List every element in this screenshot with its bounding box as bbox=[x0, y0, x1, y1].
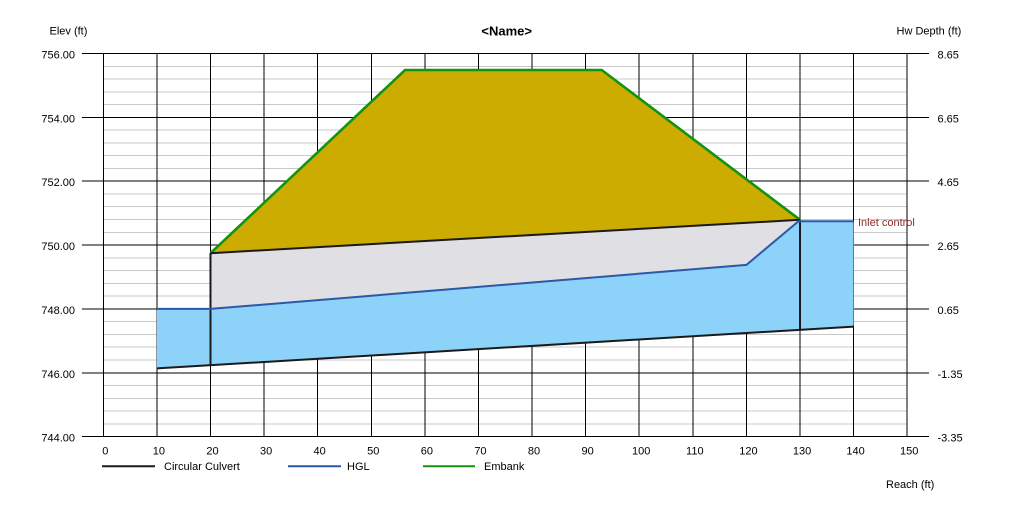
svg-text:746.00: 746.00 bbox=[41, 369, 75, 381]
svg-text:Circular Culvert: Circular Culvert bbox=[164, 461, 240, 473]
svg-text:Hw Depth (ft): Hw Depth (ft) bbox=[897, 26, 962, 38]
svg-text:130: 130 bbox=[793, 446, 811, 458]
svg-text:10: 10 bbox=[153, 446, 165, 458]
svg-text:Reach (ft): Reach (ft) bbox=[886, 479, 934, 491]
svg-text:HGL: HGL bbox=[347, 461, 370, 473]
svg-text:2.65: 2.65 bbox=[938, 241, 959, 253]
svg-text:-1.35: -1.35 bbox=[938, 369, 963, 381]
svg-text:754.00: 754.00 bbox=[41, 113, 75, 125]
svg-text:90: 90 bbox=[582, 446, 594, 458]
svg-text:-3.35: -3.35 bbox=[938, 433, 963, 445]
svg-text:8.65: 8.65 bbox=[938, 50, 959, 62]
svg-text:756.00: 756.00 bbox=[41, 50, 75, 62]
svg-text:<Name>: <Name> bbox=[481, 24, 532, 39]
svg-text:20: 20 bbox=[206, 446, 218, 458]
svg-text:6.65: 6.65 bbox=[938, 113, 959, 125]
svg-text:100: 100 bbox=[632, 446, 650, 458]
svg-text:4.65: 4.65 bbox=[938, 177, 959, 189]
svg-text:120: 120 bbox=[739, 446, 757, 458]
svg-text:0.65: 0.65 bbox=[938, 305, 959, 317]
svg-text:60: 60 bbox=[421, 446, 433, 458]
svg-text:30: 30 bbox=[260, 446, 272, 458]
svg-text:752.00: 752.00 bbox=[41, 177, 75, 189]
svg-text:70: 70 bbox=[474, 446, 486, 458]
svg-text:110: 110 bbox=[686, 446, 704, 458]
svg-text:50: 50 bbox=[367, 446, 379, 458]
svg-text:140: 140 bbox=[846, 446, 864, 458]
svg-text:0: 0 bbox=[102, 446, 108, 458]
svg-text:748.00: 748.00 bbox=[41, 305, 75, 317]
svg-text:744.00: 744.00 bbox=[41, 433, 75, 445]
svg-text:Elev (ft): Elev (ft) bbox=[50, 26, 88, 38]
svg-text:750.00: 750.00 bbox=[41, 241, 75, 253]
svg-text:Inlet control: Inlet control bbox=[858, 217, 915, 229]
svg-text:Embank: Embank bbox=[484, 461, 525, 473]
svg-text:80: 80 bbox=[528, 446, 540, 458]
svg-text:40: 40 bbox=[314, 446, 326, 458]
svg-text:150: 150 bbox=[900, 446, 918, 458]
